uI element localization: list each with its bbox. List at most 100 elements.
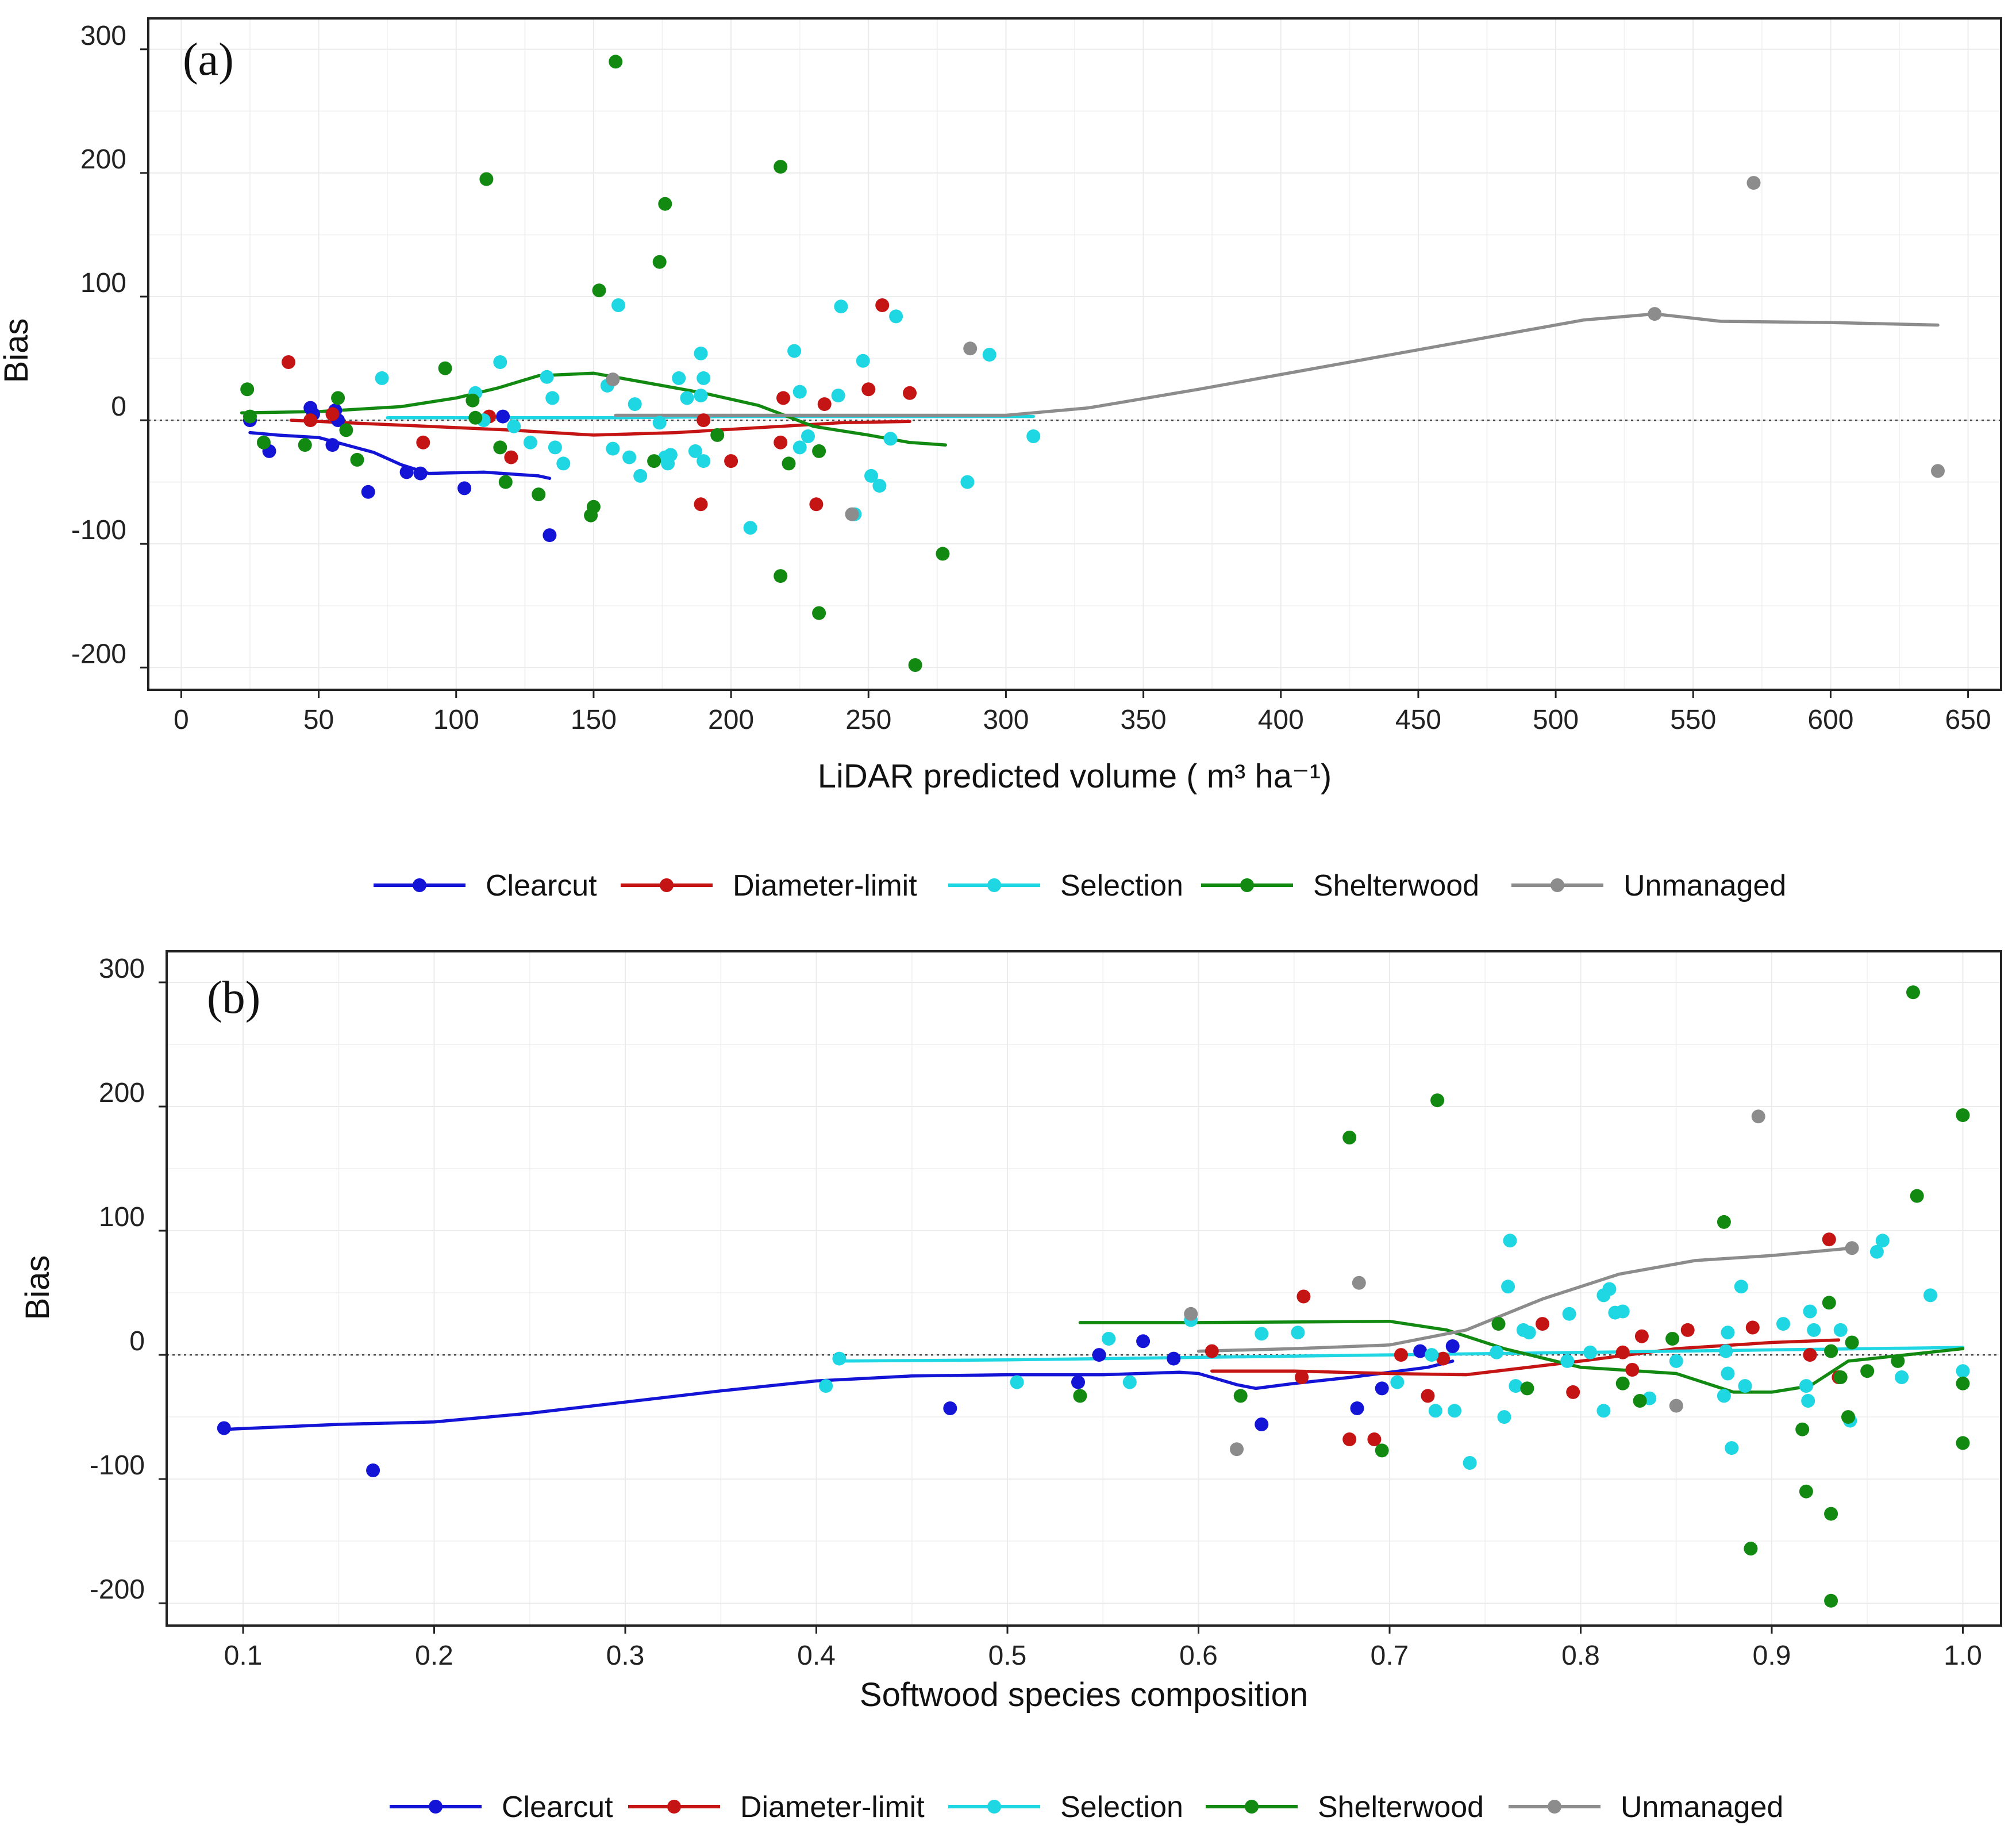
data-point-selection: [556, 456, 571, 471]
data-point-shelterwood: [1795, 1422, 1810, 1436]
trend-line-selection: [834, 1346, 1965, 1363]
legend-key-point: [987, 1800, 1001, 1814]
data-point-selection: [1596, 1404, 1611, 1418]
legend-item-clearcut: Clearcut: [390, 1791, 613, 1824]
data-point-selection: [864, 468, 878, 483]
x-tick-label: 600: [1807, 705, 1853, 735]
legend-label: Selection: [1060, 1791, 1183, 1824]
data-point-selection: [697, 454, 711, 468]
data-point-clearcut: [1375, 1381, 1389, 1396]
data-point-selection: [688, 444, 702, 458]
plot-frame: [147, 17, 2002, 691]
y-tick-label: 200: [80, 144, 126, 175]
x-tick-label: 400: [1258, 705, 1304, 735]
data-point-selection: [1738, 1379, 1752, 1393]
legend-label: Clearcut: [486, 869, 597, 902]
y-axis-title: Bias: [19, 1255, 56, 1320]
data-point-selection: [1717, 1389, 1731, 1403]
data-point-selection: [1010, 1375, 1024, 1389]
data-point-shelterwood: [936, 547, 950, 561]
data-point-unmanaged: [606, 372, 620, 387]
data-point-selection: [1803, 1304, 1817, 1319]
data-point-selection: [652, 416, 667, 430]
data-point-shelterwood: [1956, 1436, 1970, 1450]
data-point-selection: [694, 389, 708, 403]
x-tick-label: 0.3: [606, 1641, 645, 1671]
data-point-unmanaged: [1184, 1307, 1198, 1321]
data-point-selection: [1390, 1375, 1405, 1389]
data-point-selection: [960, 475, 975, 489]
data-point-diameter-limit: [903, 386, 917, 400]
data-point-shelterwood: [710, 428, 725, 442]
data-point-diameter-limit: [1394, 1348, 1408, 1362]
legend-key-point: [413, 878, 426, 892]
data-point-unmanaged: [1352, 1276, 1366, 1290]
data-point-selection: [792, 385, 807, 399]
data-point-selection: [1255, 1327, 1269, 1341]
data-point-shelterwood: [1956, 1376, 1970, 1390]
data-point-selection: [832, 1351, 847, 1366]
data-point-selection: [883, 432, 898, 446]
data-point-shelterwood: [812, 444, 826, 458]
data-point-clearcut: [1445, 1339, 1460, 1353]
y-tick-label: -200: [90, 1574, 145, 1605]
legend-label: Clearcut: [502, 1791, 613, 1824]
legend-key-point: [429, 1800, 443, 1814]
x-tick-label: 0: [174, 705, 189, 735]
data-point-shelterwood: [1824, 1507, 1838, 1521]
data-point-shelterwood: [1910, 1189, 1924, 1203]
x-axis-title: LiDAR predicted volume ( m³ ha⁻¹): [818, 758, 1332, 795]
legend-label: Shelterwood: [1318, 1791, 1484, 1824]
data-point-diameter-limit: [774, 435, 788, 450]
data-point-shelterwood: [1956, 1108, 1970, 1123]
data-point-diameter-limit: [504, 450, 518, 464]
data-point-unmanaged: [845, 507, 859, 521]
data-point-clearcut: [399, 465, 414, 479]
x-tick-label: 500: [1533, 705, 1579, 735]
data-point-clearcut: [325, 438, 340, 452]
data-point-shelterwood: [532, 487, 546, 502]
points-unmanaged: [1184, 1109, 1859, 1457]
data-point-selection: [1490, 1345, 1504, 1359]
data-point-selection: [1615, 1304, 1630, 1319]
data-point-shelterwood: [350, 452, 364, 467]
data-point-shelterwood: [465, 393, 480, 408]
y-axis-title: Bias: [0, 318, 35, 383]
data-point-diameter-limit: [1634, 1329, 1649, 1343]
legend-label: Selection: [1060, 869, 1183, 902]
data-point-selection: [1428, 1404, 1442, 1418]
data-point-selection: [523, 435, 537, 450]
x-tick-label: 250: [845, 705, 891, 735]
data-point-shelterwood: [652, 255, 667, 269]
data-point-selection: [694, 346, 708, 360]
data-point-diameter-limit: [1421, 1389, 1435, 1403]
data-point-shelterwood: [647, 454, 661, 468]
data-point-shelterwood: [1430, 1093, 1445, 1108]
data-point-shelterwood: [468, 410, 483, 425]
data-point-clearcut: [217, 1421, 231, 1435]
panel-label: (b): [207, 973, 260, 1023]
legend-item-shelterwood: Shelterwood: [1201, 869, 1479, 902]
data-point-shelterwood: [1633, 1394, 1647, 1408]
data-point-shelterwood: [1799, 1484, 1813, 1499]
x-tick-label: 450: [1395, 705, 1441, 735]
legend-label: Diameter-limit: [733, 869, 917, 902]
data-point-selection: [1923, 1288, 1937, 1303]
x-tick-label: 0.6: [1179, 1641, 1218, 1671]
data-point-shelterwood: [1860, 1364, 1875, 1378]
data-point-selection: [1895, 1370, 1909, 1384]
data-point-selection: [1448, 1404, 1461, 1418]
data-point-shelterwood: [438, 361, 452, 375]
data-point-clearcut: [496, 409, 510, 424]
x-tick-label: 350: [1121, 705, 1167, 735]
data-point-shelterwood: [1717, 1215, 1731, 1229]
data-point-selection: [872, 479, 887, 493]
x-tick-label: 100: [433, 705, 479, 735]
y-tick-label: 0: [111, 391, 126, 422]
data-point-selection: [540, 370, 554, 384]
y-tick-label: 300: [99, 954, 145, 984]
data-point-diameter-limit: [1803, 1348, 1817, 1362]
data-point-selection: [1956, 1364, 1970, 1378]
data-point-unmanaged: [1648, 307, 1662, 321]
